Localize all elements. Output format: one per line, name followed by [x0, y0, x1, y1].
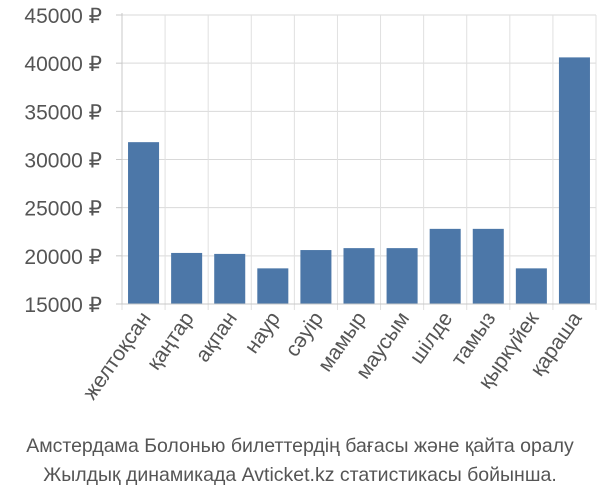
- bar-4: [257, 268, 289, 304]
- bar-3: [214, 253, 246, 304]
- x-tick-label: ақпан: [191, 308, 242, 367]
- chart-caption-line-1: Амстердама Болонью билеттердің бағасы жә…: [26, 435, 574, 457]
- chart-caption-line-2: Жылдық динамикада Avticket.kz статистика…: [43, 464, 556, 486]
- bar-2: [171, 252, 203, 304]
- y-tick-label: 35000 ₽: [24, 101, 102, 124]
- bar-9: [472, 228, 504, 304]
- x-tick-label: желтоқсан: [79, 308, 156, 404]
- bar-1: [128, 142, 160, 304]
- bars: [128, 57, 590, 305]
- y-tick-label: 20000 ₽: [24, 246, 102, 269]
- y-tick-label: 30000 ₽: [24, 150, 102, 173]
- y-tick-label: 40000 ₽: [24, 53, 102, 76]
- grid-lines: [121, 14, 597, 310]
- bar-6: [343, 248, 375, 304]
- x-tick-labels: желтоқсанқаңтарақпаннаурсәуірмамырмаусым…: [79, 307, 587, 404]
- bar-10: [515, 268, 547, 304]
- axes: [116, 13, 596, 305]
- bar-11: [558, 57, 590, 305]
- y-tick-label: 45000 ₽: [24, 5, 102, 28]
- y-tick-label: 15000 ₽: [24, 294, 102, 317]
- bar-5: [300, 250, 332, 304]
- bar-7: [386, 248, 418, 304]
- y-tick-label: 25000 ₽: [24, 198, 102, 221]
- y-tick-labels: 15000 ₽ 20000 ₽ 25000 ₽ 30000 ₽ 35000 ₽ 40000…: [24, 5, 102, 317]
- bar-8: [429, 228, 461, 304]
- x-tick-label: наур: [240, 308, 285, 358]
